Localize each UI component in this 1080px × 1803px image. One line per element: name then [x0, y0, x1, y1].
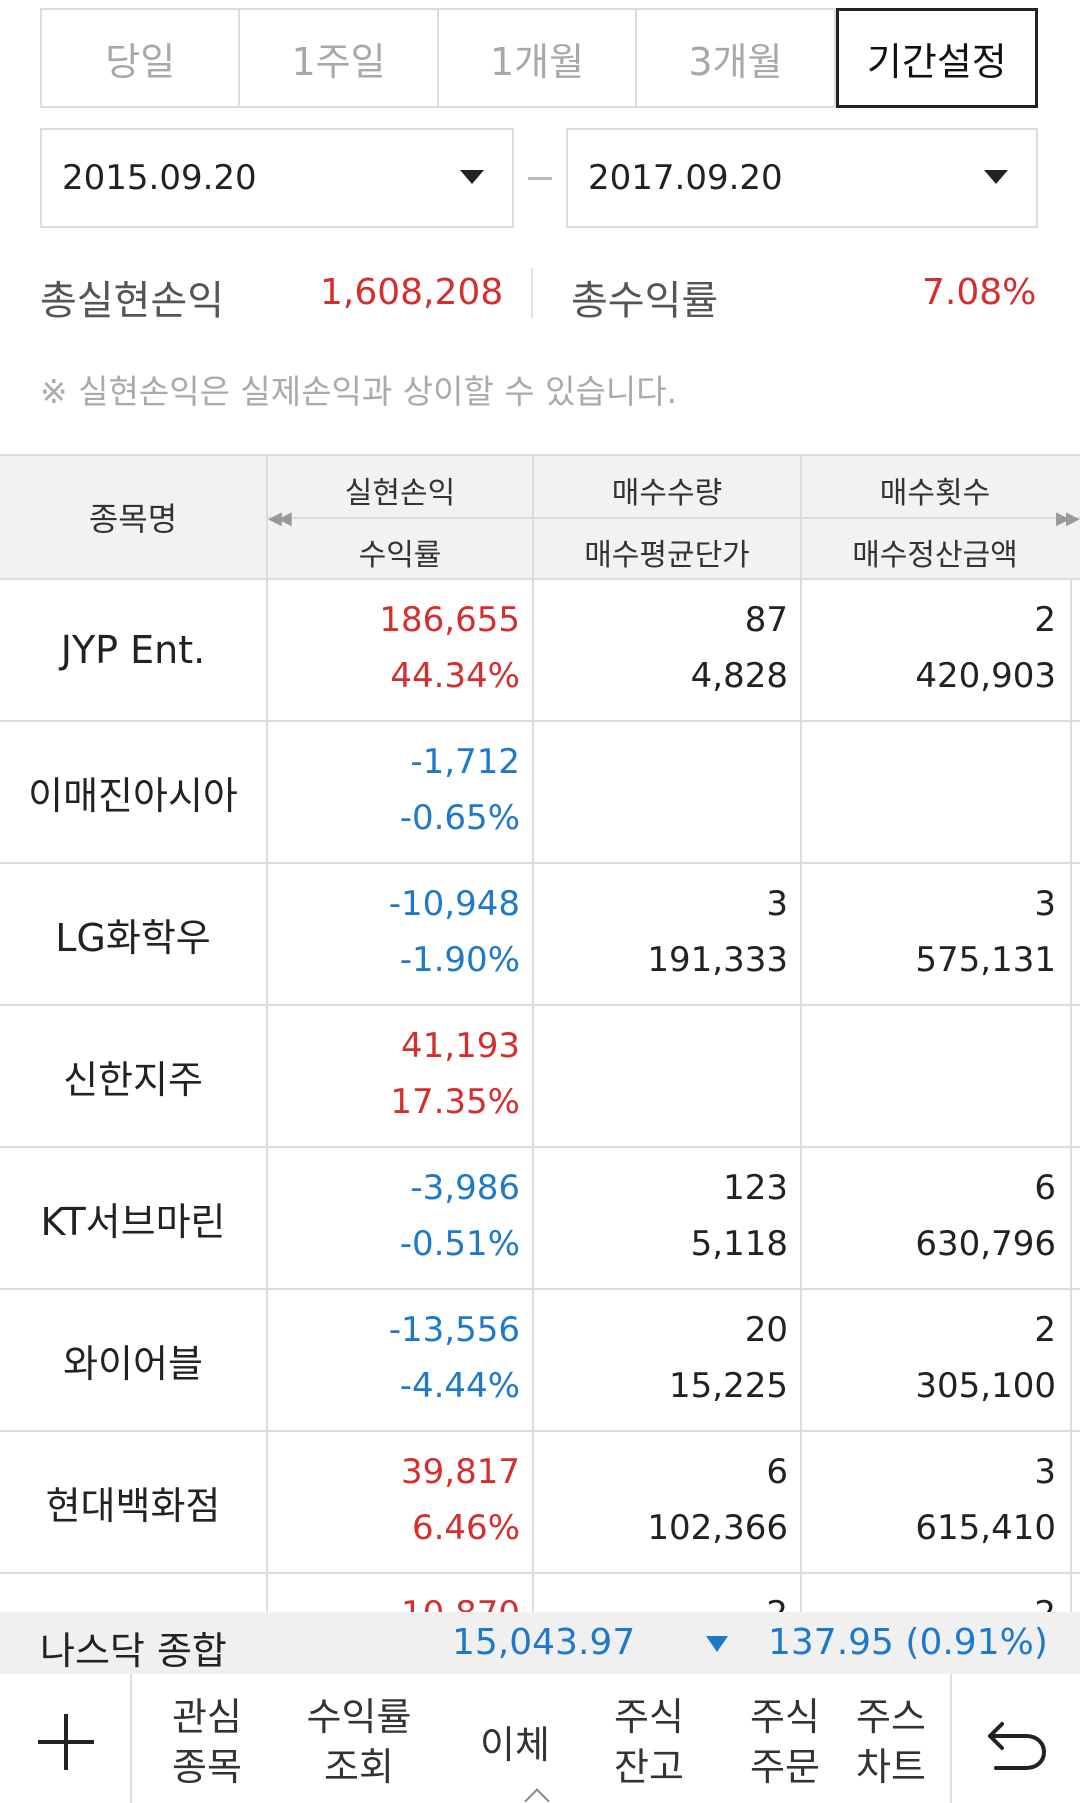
back-icon[interactable] — [980, 1710, 1052, 1774]
return-rate: -1.90% — [399, 940, 520, 980]
tab-1month[interactable]: 1개월 — [439, 10, 638, 106]
total-return-label: 총수익률 — [571, 278, 719, 324]
dropdown-caret-icon — [984, 170, 1008, 184]
header-buy-count: 매수횟수 — [879, 476, 991, 511]
chevron-up-icon[interactable] — [524, 1788, 550, 1803]
stock-name: 현대백화점 — [45, 1483, 221, 1528]
buy-count: 3 — [1034, 1452, 1056, 1492]
buy-qty: 3 — [766, 884, 788, 924]
table-row[interactable]: 현대백화점 39,817 6.46% 6 102,366 3 615,410 — [0, 1432, 1080, 1574]
nav-stock-order[interactable]: 주식 주문 — [750, 1695, 820, 1789]
stock-name: 와이어블 — [63, 1341, 203, 1386]
header-realized-pnl: 실현손익 — [344, 476, 456, 511]
realized-pnl: 41,193 — [401, 1026, 520, 1066]
realized-pnl: -1,712 — [410, 742, 520, 782]
buy-qty: 6 — [766, 1452, 788, 1492]
market-ticker[interactable]: 나스닥 종합 15,043.97 137.95 (0.91%) — [0, 1612, 1080, 1674]
return-rate: -0.51% — [399, 1224, 520, 1264]
buy-count: 2 — [1034, 1594, 1056, 1612]
buy-qty: 123 — [723, 1168, 788, 1208]
buy-count: 3 — [1034, 884, 1056, 924]
table-row[interactable]: 신한지주 41,193 17.35% — [0, 1006, 1080, 1148]
table-row[interactable]: 와이어블 -13,556 -4.44% 20 15,225 2 305,100 — [0, 1290, 1080, 1432]
period-tabs: 당일 1주일 1개월 3개월 기간설정 — [40, 8, 1039, 108]
stock-name: 신한지주 — [63, 1057, 203, 1102]
header-buy-amount: 매수정산금액 — [852, 538, 1018, 573]
table-row[interactable]: 10,870 2 2 — [0, 1574, 1080, 1612]
ticker-index-name: 나스닥 종합 — [40, 1629, 227, 1673]
buy-count: 2 — [1034, 1310, 1056, 1350]
nav-stock-balance[interactable]: 주식 잔고 — [614, 1695, 684, 1789]
table-row[interactable]: JYP Ent. 186,655 44.34% 87 4,828 2 420,903 — [0, 580, 1080, 722]
table-header: 종목명 실현손익 수익률 매수수량 매수평균단가 매수횟수 매수정산금액 — [0, 454, 1080, 580]
start-date-value: 2015.09.20 — [62, 158, 257, 198]
realized-pnl: 39,817 — [401, 1452, 520, 1492]
bottom-nav: 관심 종목 수익률 조회 이체 주식 잔고 주식 주문 주스 차트 — [0, 1674, 1080, 1803]
nav-stock-chart[interactable]: 주스 차트 — [856, 1695, 926, 1789]
end-date-select[interactable]: 2017.09.20 — [566, 128, 1038, 228]
summary-divider — [531, 268, 533, 318]
buy-qty: 2 — [766, 1594, 788, 1612]
total-pnl-label: 총실현손익 — [40, 278, 224, 324]
buy-amount: 630,796 — [915, 1224, 1056, 1264]
nav-transfer[interactable]: 이체 — [480, 1723, 550, 1767]
buy-avg-price: 15,225 — [669, 1366, 788, 1406]
nav-return-inquiry[interactable]: 수익률 조회 — [306, 1695, 412, 1789]
header-return-rate: 수익률 — [358, 538, 442, 573]
return-rate: -0.65% — [399, 798, 520, 838]
buy-avg-price: 191,333 — [647, 940, 788, 980]
stock-name — [0, 1574, 266, 1612]
buy-count: 6 — [1034, 1168, 1056, 1208]
date-range-separator — [528, 177, 552, 180]
stock-name: JYP Ent. — [60, 628, 206, 672]
header-buy-qty: 매수수량 — [611, 476, 723, 511]
dropdown-caret-icon — [460, 170, 484, 184]
buy-amount: 420,903 — [915, 656, 1056, 696]
table-row[interactable]: 이매진아시아 -1,712 -0.65% — [0, 722, 1080, 864]
ticker-index-change: 137.95 (0.91%) — [768, 1622, 1048, 1663]
buy-amount: 615,410 — [915, 1508, 1056, 1548]
tab-custom-period[interactable]: 기간설정 — [835, 8, 1039, 108]
return-rate: 44.34% — [390, 656, 520, 696]
table-row[interactable]: KT서브마린 -3,986 -0.51% 123 5,118 6 630,796 — [0, 1148, 1080, 1290]
realized-pnl: 10,870 — [401, 1594, 520, 1612]
realized-pnl: -3,986 — [410, 1168, 520, 1208]
stock-name: KT서브마린 — [40, 1199, 226, 1244]
realized-pnl: 186,655 — [379, 600, 520, 640]
total-pnl-value: 1,608,208 — [320, 272, 504, 313]
ticker-index-value: 15,043.97 — [452, 1622, 636, 1663]
header-name: 종목명 — [88, 500, 178, 538]
return-rate: 6.46% — [411, 1508, 520, 1548]
tab-1week[interactable]: 1주일 — [240, 10, 439, 106]
realized-pnl: -10,948 — [388, 884, 520, 924]
total-return-value: 7.08% — [922, 272, 1037, 313]
realized-pnl: -13,556 — [388, 1310, 520, 1350]
buy-qty: 20 — [744, 1310, 788, 1350]
return-rate: -4.44% — [399, 1366, 520, 1406]
table-row[interactable]: LG화학우 -10,948 -1.90% 3 191,333 3 575,131 — [0, 864, 1080, 1006]
return-rate: 17.35% — [390, 1082, 520, 1122]
buy-avg-price: 102,366 — [647, 1508, 788, 1548]
tab-3month[interactable]: 3개월 — [637, 10, 836, 106]
nav-watchlist[interactable]: 관심 종목 — [172, 1695, 242, 1789]
scroll-right-icon[interactable]: ▶▶ — [1056, 508, 1080, 529]
plus-icon[interactable] — [38, 1714, 94, 1770]
stock-name: 이매진아시아 — [28, 773, 238, 818]
table-body: JYP Ent. 186,655 44.34% 87 4,828 2 420,903 이매진아… — [0, 580, 1080, 1612]
scroll-left-icon[interactable]: ◀◀ — [268, 508, 292, 529]
buy-count: 2 — [1034, 600, 1056, 640]
buy-amount: 305,100 — [915, 1366, 1056, 1406]
buy-amount: 575,131 — [915, 940, 1056, 980]
end-date-value: 2017.09.20 — [588, 158, 783, 198]
buy-avg-price: 4,828 — [690, 656, 788, 696]
buy-avg-price: 5,118 — [690, 1224, 788, 1264]
start-date-select[interactable]: 2015.09.20 — [40, 128, 514, 228]
notice-text: ※ 실현손익은 실제손익과 상이할 수 있습니다. — [40, 372, 678, 411]
buy-qty: 87 — [744, 600, 788, 640]
tab-today[interactable]: 당일 — [42, 10, 241, 106]
down-triangle-icon — [706, 1636, 728, 1652]
stock-name: LG화학우 — [55, 915, 211, 960]
header-buy-avg-price: 매수평균단가 — [584, 538, 750, 573]
